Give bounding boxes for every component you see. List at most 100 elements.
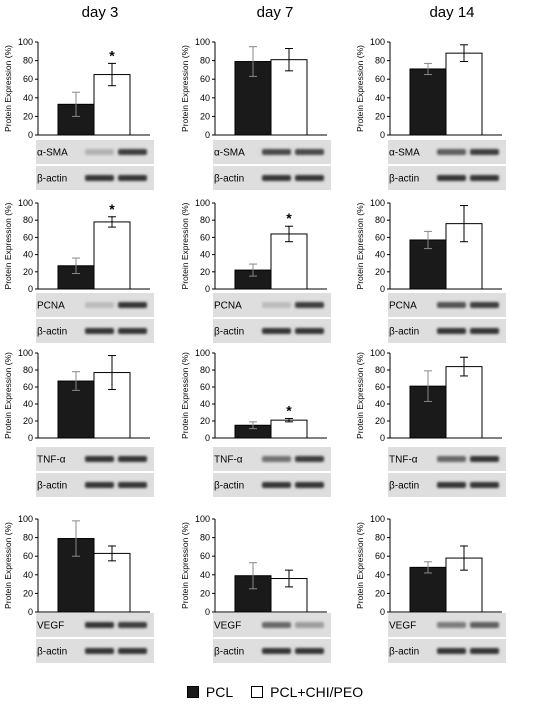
y-tick-label: 60 xyxy=(23,382,33,392)
y-tick-label: 0 xyxy=(28,284,33,294)
blot-band xyxy=(295,149,324,155)
blot-label-marker: PCNA xyxy=(389,301,417,312)
blot-band xyxy=(262,456,291,462)
y-axis-label: Protein Expression (%) xyxy=(180,352,190,439)
y-tick-label: 0 xyxy=(28,607,33,617)
blot-label-marker: TNF-α xyxy=(214,455,243,466)
bar-pcl-chi-peo xyxy=(93,221,131,290)
blot-band xyxy=(295,302,324,308)
y-tick-label: 100 xyxy=(195,198,210,208)
bar-chart-α-SMA-day-7: 0 20 40 60 80 100 Protein Expression (%) α-SMA β… xyxy=(180,37,331,190)
y-tick-label: 20 xyxy=(200,588,210,598)
blot-band xyxy=(262,328,291,334)
significance-marker: * xyxy=(286,402,292,418)
blot-band xyxy=(262,482,291,488)
y-tick-label: 80 xyxy=(375,533,385,543)
blot-band xyxy=(437,648,466,654)
blot-band xyxy=(262,622,291,628)
y-tick-label: 20 xyxy=(375,267,385,277)
blot-band xyxy=(262,302,291,308)
blot-band xyxy=(295,648,324,654)
blot-band xyxy=(262,175,291,181)
blot-band xyxy=(437,622,466,628)
y-tick-label: 100 xyxy=(370,348,385,358)
column-title-day-7: day 7 xyxy=(257,4,294,21)
bar-pcl xyxy=(409,566,447,613)
blot-label-actin: β-actin xyxy=(214,647,244,658)
blot-band xyxy=(85,302,114,308)
blot-label-actin: β-actin xyxy=(214,327,244,338)
blot-label-actin: β-actin xyxy=(214,174,244,185)
significance-marker: * xyxy=(286,210,292,226)
blot-label-marker: TNF-α xyxy=(37,455,66,466)
blot-band xyxy=(262,149,291,155)
blot-label-actin: β-actin xyxy=(389,174,419,185)
y-tick-label: 60 xyxy=(375,551,385,561)
legend-swatch-pcl xyxy=(186,686,199,698)
bar-pcl xyxy=(57,380,95,439)
y-axis-label: Protein Expression (%) xyxy=(180,202,190,289)
significance-marker: * xyxy=(109,47,115,63)
blot-band xyxy=(118,328,147,334)
significance-marker: * xyxy=(109,201,115,217)
y-tick-label: 100 xyxy=(195,37,210,47)
blot-label-actin: β-actin xyxy=(214,481,244,492)
blot-label-marker: TNF-α xyxy=(389,455,418,466)
y-axis-label: Protein Expression (%) xyxy=(3,522,13,609)
y-tick-label: 60 xyxy=(200,551,210,561)
bar-chart-α-SMA-day-14: 0 20 40 60 80 100 Protein Expression (%) α-SMA β… xyxy=(355,37,506,190)
y-tick-label: 0 xyxy=(205,284,210,294)
blot-band xyxy=(470,302,499,308)
y-tick-label: 100 xyxy=(195,348,210,358)
legend: PCL PCL+CHI/PEO xyxy=(0,681,550,703)
blot-label-actin: β-actin xyxy=(37,174,67,185)
blot-band xyxy=(470,622,499,628)
blot-band xyxy=(295,622,324,628)
y-tick-label: 80 xyxy=(375,56,385,66)
y-tick-label: 100 xyxy=(370,198,385,208)
blot-band xyxy=(85,175,114,181)
blot-label-actin: β-actin xyxy=(37,647,67,658)
blot-label-marker: VEGF xyxy=(389,621,416,632)
y-axis-label: Protein Expression (%) xyxy=(355,522,365,609)
y-tick-label: 40 xyxy=(200,250,210,260)
y-tick-label: 60 xyxy=(23,74,33,84)
bar-pcl-chi-peo xyxy=(270,233,308,290)
blot-label-marker: α-SMA xyxy=(214,148,245,159)
blot-band xyxy=(470,175,499,181)
y-tick-label: 20 xyxy=(23,267,33,277)
y-tick-label: 60 xyxy=(200,382,210,392)
legend-swatch-pcl-chi-peo xyxy=(251,686,264,698)
y-tick-label: 80 xyxy=(200,56,210,66)
y-tick-label: 0 xyxy=(205,607,210,617)
y-tick-label: 40 xyxy=(23,250,33,260)
bar-pcl xyxy=(409,68,447,136)
blot-band xyxy=(118,482,147,488)
y-tick-label: 100 xyxy=(18,514,33,524)
bar-chart-TNF-α-day-7: 0 20 40 60 80 100 Protein Expression (%) * TNF-α… xyxy=(180,348,331,497)
y-axis-label: Protein Expression (%) xyxy=(180,522,190,609)
y-tick-label: 100 xyxy=(370,514,385,524)
blot-band xyxy=(295,175,324,181)
y-tick-label: 80 xyxy=(23,533,33,543)
y-tick-label: 80 xyxy=(200,365,210,375)
blot-band xyxy=(85,622,114,628)
y-tick-label: 100 xyxy=(195,514,210,524)
panels-layer: 0 20 40 60 80 100 Protein Expression (%) * α-SMA… xyxy=(3,37,506,663)
blot-band xyxy=(85,328,114,334)
y-tick-label: 80 xyxy=(375,365,385,375)
legend-label-pcl: PCL xyxy=(205,684,234,700)
blot-label-marker: α-SMA xyxy=(37,148,68,159)
y-tick-label: 20 xyxy=(23,111,33,121)
y-tick-label: 40 xyxy=(23,93,33,103)
blot-band xyxy=(118,456,147,462)
y-tick-label: 40 xyxy=(23,399,33,409)
y-tick-label: 0 xyxy=(380,607,385,617)
y-tick-label: 40 xyxy=(375,93,385,103)
y-tick-label: 40 xyxy=(200,570,210,580)
y-tick-label: 0 xyxy=(205,130,210,140)
y-tick-label: 20 xyxy=(200,267,210,277)
bar-pcl-chi-peo xyxy=(270,59,308,136)
blot-band xyxy=(437,175,466,181)
blot-band xyxy=(470,648,499,654)
